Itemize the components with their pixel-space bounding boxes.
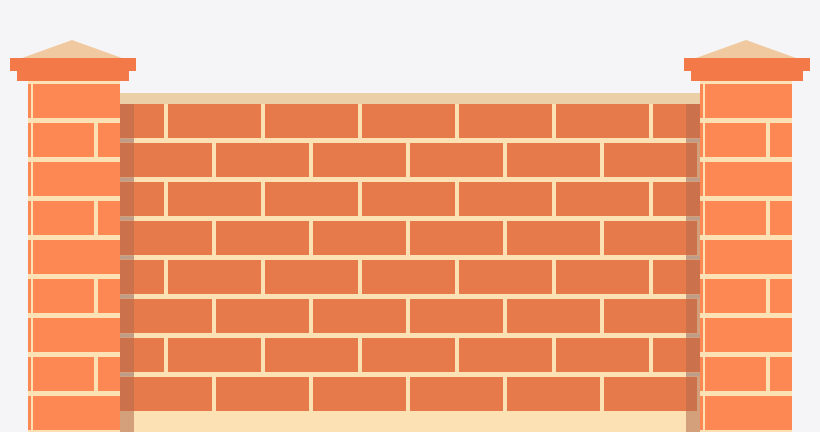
wall-brick (556, 260, 649, 294)
wall-left-shadow (120, 104, 134, 432)
wall-brick (459, 260, 552, 294)
wall-brick (168, 260, 261, 294)
wall-brick (556, 104, 649, 138)
wall-brick (362, 260, 455, 294)
wall-brick (168, 338, 261, 372)
pillar-brick (770, 279, 792, 313)
wall-brick (604, 143, 697, 177)
wall-brick (410, 221, 503, 255)
right-pillar-cap-lower (691, 71, 803, 81)
pillar-brick (28, 201, 94, 235)
right-pillar-bricks (700, 84, 792, 432)
wall-brick (216, 299, 309, 333)
pillar-brick (700, 162, 792, 196)
wall-brick (313, 143, 406, 177)
wall-brick (604, 299, 697, 333)
left-pillar-cap (10, 58, 136, 71)
wall-right-shadow (686, 104, 700, 432)
wall-brick (216, 143, 309, 177)
pillar-brick (28, 84, 120, 118)
wall-brick (265, 104, 358, 138)
wall-brick (120, 143, 212, 177)
wall-brick (168, 104, 261, 138)
wall-brick (410, 299, 503, 333)
pillar-brick (28, 240, 120, 274)
wall-coping (118, 93, 700, 104)
wall-brick (313, 377, 406, 411)
wall-brick (507, 377, 600, 411)
wall-brick (216, 221, 309, 255)
wall-brick (459, 338, 552, 372)
wall-brick (120, 221, 212, 255)
wall-brick (410, 377, 503, 411)
pillar-brick (700, 279, 766, 313)
pillar-brick (770, 123, 792, 157)
wall-brick (556, 338, 649, 372)
wall-brick (362, 182, 455, 216)
wall-brick (265, 260, 358, 294)
wall-brick (120, 299, 212, 333)
left-pillar (10, 40, 136, 432)
wall-brick (313, 299, 406, 333)
pillar-brick (98, 201, 120, 235)
pillar-brick (700, 123, 766, 157)
right-pillar-cap (684, 58, 810, 71)
wall-brick (507, 143, 600, 177)
wall-brick (362, 104, 455, 138)
pillar-brick (28, 396, 120, 430)
wall-brick (216, 377, 309, 411)
pillar-brick (700, 84, 792, 118)
wall-brick (507, 299, 600, 333)
pillar-brick (28, 357, 94, 391)
pillar-brick (98, 279, 120, 313)
wall-brick (459, 182, 552, 216)
pillar-brick (700, 201, 766, 235)
right-pillar-roof (696, 40, 796, 58)
wall-bricks (120, 104, 700, 411)
left-pillar-cap-lower (17, 71, 129, 81)
left-pillar-roof (22, 40, 122, 58)
wall-brick (120, 377, 212, 411)
pillar-brick (700, 318, 792, 352)
wall-brick (459, 104, 552, 138)
pillar-brick (700, 396, 792, 430)
wall-brick (410, 143, 503, 177)
right-pillar (684, 40, 810, 432)
pillar-brick (28, 162, 120, 196)
wall-brick (556, 182, 649, 216)
pillar-brick (28, 318, 120, 352)
wall-brick (362, 338, 455, 372)
wall-brick (265, 338, 358, 372)
wall-brick (604, 377, 697, 411)
wall-brick (604, 221, 697, 255)
pillar-brick (28, 279, 94, 313)
pillar-brick (28, 123, 94, 157)
pillar-brick (98, 123, 120, 157)
wall (118, 93, 700, 432)
pillar-brick (700, 240, 792, 274)
wall-brick (313, 221, 406, 255)
pillar-edge-line (703, 84, 705, 432)
pillar-brick (770, 357, 792, 391)
pillar-brick (770, 201, 792, 235)
pillar-edge-line (31, 84, 33, 432)
pillar-brick (98, 357, 120, 391)
pillar-brick (700, 357, 766, 391)
wall-brick (168, 182, 261, 216)
wall-brick (507, 221, 600, 255)
left-pillar-bricks (28, 84, 120, 432)
wall-brick (265, 182, 358, 216)
